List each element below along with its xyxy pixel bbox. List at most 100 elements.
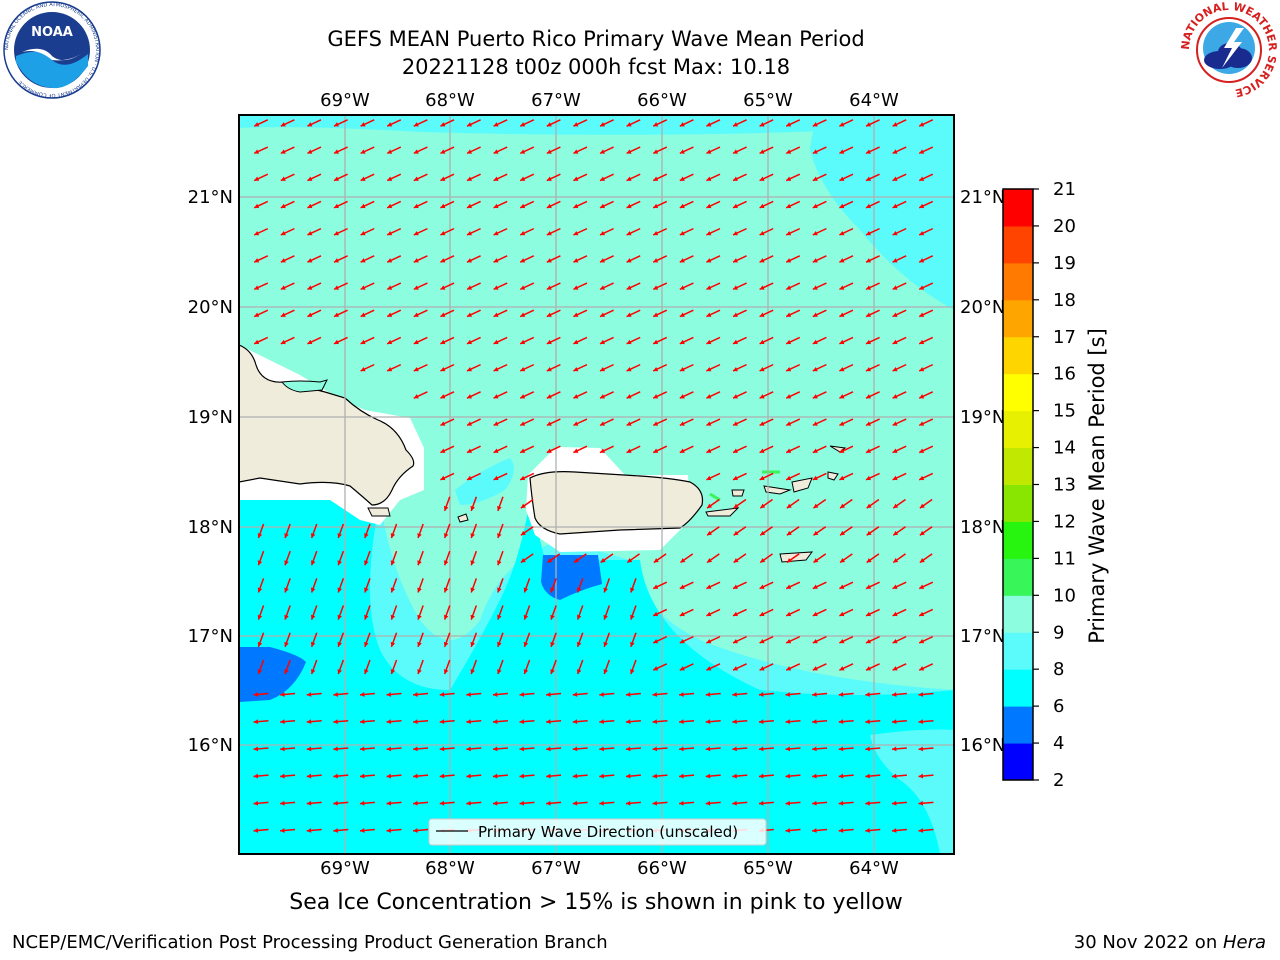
wave-direction-arrow [705, 719, 721, 725]
wave-direction-arrow [470, 523, 478, 539]
wave-direction-arrow [866, 553, 880, 564]
wave-direction-arrow [838, 746, 854, 752]
wave-direction-arrow [573, 200, 588, 209]
wave-direction-arrow [440, 255, 455, 263]
wave-direction-arrow [359, 800, 375, 806]
wave-direction-arrow [520, 553, 534, 564]
wave-direction-arrow [443, 578, 451, 593]
wave-direction-arrow [706, 119, 721, 127]
wave-direction-arrow [306, 719, 322, 725]
wave-direction-arrow [546, 363, 561, 372]
wave-direction-arrow [519, 173, 535, 182]
wave-direction-arrow [523, 659, 531, 675]
colorbar: 2 4 6 8 9 10 11 12 13 14 15 16 17 18 19 20 21 [1002, 179, 1076, 791]
colorbar-tick-label-2: 2 [1053, 770, 1064, 791]
colorbar-tick-label-10: 10 [1053, 585, 1076, 606]
wave-direction-arrow [652, 773, 668, 779]
colorbar-segment-12-13 [1003, 484, 1033, 522]
wave-direction-arrow [466, 391, 481, 399]
wave-direction-arrow [520, 498, 534, 509]
wave-direction-arrow [626, 336, 641, 345]
lon-tick-label-top-5: 64°W [849, 90, 899, 111]
wave-direction-arrow [732, 418, 747, 427]
wave-direction-arrow [390, 632, 398, 648]
footer-date: 30 Nov 2022 on Hera [1074, 932, 1266, 953]
wave-direction-arrow [440, 309, 455, 318]
wave-direction-arrow [759, 445, 774, 454]
wave-direction-arrow [599, 719, 615, 725]
colorbar-segment-18-19 [1003, 262, 1033, 301]
wave-direction-arrow [386, 173, 402, 182]
wave-direction-arrow [492, 719, 508, 725]
wave-direction-arrow [333, 119, 348, 127]
wave-direction-arrow [652, 719, 668, 725]
colorbar-segment-8-9 [1003, 632, 1033, 670]
wave-direction-arrow [497, 578, 504, 593]
wave-direction-arrow [253, 773, 269, 779]
wave-direction-arrow [257, 550, 265, 566]
wave-direction-arrow [759, 309, 774, 318]
wave-direction-arrow [758, 800, 774, 806]
wave-direction-arrow [280, 173, 295, 182]
wave-direction-arrow [386, 255, 402, 263]
wave-direction-arrow [812, 663, 827, 671]
wave-direction-arrow [493, 445, 508, 454]
wave-direction-arrow [732, 173, 747, 182]
wave-direction-arrow [732, 200, 747, 209]
wave-direction-arrow [892, 418, 907, 427]
wave-direction-arrow [785, 146, 801, 155]
colorbar-tick-label-19: 19 [1053, 253, 1076, 274]
wave-direction-arrow [759, 363, 774, 372]
wave-direction-arrow [306, 692, 322, 697]
wave-direction-arrow [306, 828, 322, 833]
wave-direction-arrow [706, 472, 721, 481]
wave-direction-arrow [679, 746, 695, 752]
wave-direction-arrow [892, 581, 907, 590]
wave-direction-arrow [785, 692, 801, 697]
wave-direction-arrow [918, 445, 934, 454]
wave-direction-arrow [865, 663, 880, 671]
wave-direction-arrow [546, 282, 561, 291]
wave-direction-arrow [919, 526, 933, 536]
wave-direction-arrow [333, 282, 348, 291]
wave-direction-arrow [413, 173, 428, 182]
map-legend: Primary Wave Direction (unscaled) [428, 818, 767, 846]
lat-tick-label-left-1: 20°N [188, 297, 233, 318]
wave-direction-arrow [443, 550, 451, 566]
wave-direction-arrow [759, 418, 774, 427]
lon-tick-label-top-1: 68°W [425, 90, 475, 111]
wave-direction-arrow [386, 146, 402, 155]
wave-direction-arrow [466, 282, 481, 291]
wave-direction-arrow [839, 608, 854, 617]
wave-direction-arrow [523, 605, 531, 620]
wave-direction-arrow [839, 526, 853, 536]
wave-direction-arrow [386, 309, 402, 318]
wave-direction-arrow [253, 828, 269, 833]
puerto-rico-land [529, 471, 704, 535]
wave-direction-arrow [466, 173, 481, 182]
colorbar-segment-16-17 [1003, 336, 1033, 375]
wave-direction-arrow [839, 119, 854, 127]
wave-direction-arrow [546, 719, 562, 725]
wave-direction-arrow [337, 550, 345, 566]
lon-tick-label-bottom-2: 67°W [531, 858, 581, 879]
wave-direction-arrow [576, 659, 584, 675]
wave-direction-arrow [865, 363, 880, 372]
wave-direction-arrow [470, 632, 478, 648]
wave-direction-arrow [440, 336, 455, 345]
wave-direction-arrow [440, 200, 455, 209]
wave-direction-arrow [493, 336, 508, 345]
wave-direction-arrow [812, 581, 827, 590]
wave-direction-arrow [626, 255, 641, 263]
wave-direction-arrow [812, 635, 827, 644]
wave-direction-arrow [918, 746, 934, 752]
wave-direction-arrow [652, 692, 668, 697]
wave-direction-arrow [652, 391, 668, 399]
wave-direction-arrow [307, 336, 322, 345]
wave-direction-arrow [626, 309, 641, 318]
chart-title: GEFS MEAN Puerto Rico Primary Wave Mean … [327, 27, 865, 51]
samana-bay [281, 379, 328, 393]
wave-direction-arrow [626, 146, 641, 155]
wave-direction-arrow [812, 472, 827, 481]
